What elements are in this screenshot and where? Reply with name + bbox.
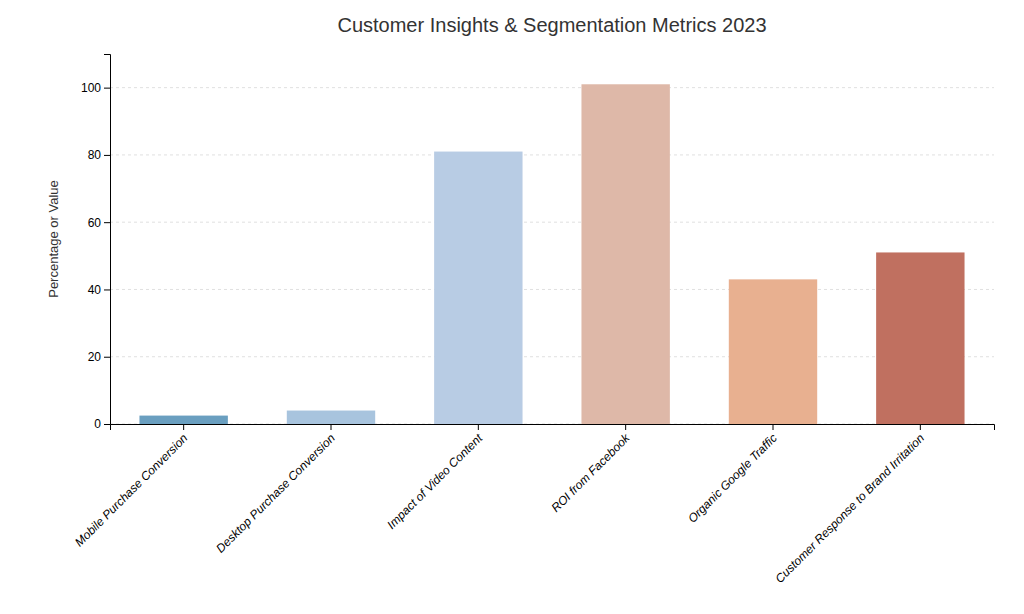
x-tick-label: Organic Google Traffic [685, 431, 780, 526]
bar [434, 152, 522, 424]
x-tick: Organic Google Traffic [685, 424, 780, 526]
bar [729, 279, 817, 424]
bar [287, 411, 375, 424]
y-tick-label: 60 [88, 216, 102, 230]
y-tick-label: 0 [94, 417, 101, 431]
grid-line [110, 222, 994, 223]
bars [139, 84, 964, 424]
x-tick: Desktop Purchase Conversion [213, 424, 338, 556]
x-tick-label: Impact of Video Content [384, 431, 485, 532]
y-tick: 20 [88, 350, 110, 364]
y-tick-label: 20 [88, 350, 102, 364]
x-tick: Customer Response to Brand Irritation [772, 424, 927, 586]
x-tick-mark [625, 424, 626, 430]
x-tick-mark [331, 424, 332, 430]
x-tick-mark [920, 424, 921, 430]
y-tick-mark [104, 222, 110, 223]
y-tick: 60 [88, 216, 110, 230]
plot: 0 20 40 60 80 100 Mobile Purchase ConversionDe… [46, 55, 995, 586]
grid [110, 88, 994, 424]
x-tick-mark [478, 424, 479, 430]
y-tick: 0 [94, 417, 110, 431]
x-tick-label: ROI from Facebook [549, 430, 634, 515]
y-tick: 100 [81, 81, 110, 95]
x-tick-label: Customer Response to Brand Irritation [772, 431, 927, 586]
y-tick-mark [104, 289, 110, 290]
y-tick-mark [104, 155, 110, 156]
x-tick: Impact of Video Content [384, 424, 485, 532]
y-tick-mark [104, 357, 110, 358]
y-axis-title: Percentage or Value [46, 180, 61, 298]
y-tick-mark [104, 88, 110, 89]
chart: 0 20 40 60 80 100 Mobile Purchase ConversionDe… [0, 0, 1024, 614]
x-tick: ROI from Facebook [549, 424, 634, 515]
x-tick-label: Mobile Purchase Conversion [72, 431, 191, 550]
grid-line [110, 356, 994, 357]
grid-line [110, 289, 994, 290]
y-axis-line [104, 55, 111, 425]
y-tick-label: 40 [88, 283, 102, 297]
y-tick: 80 [88, 148, 110, 162]
bar [876, 252, 964, 424]
x-tick-label: Desktop Purchase Conversion [213, 431, 338, 556]
y-tick-label: 100 [81, 81, 101, 95]
x-axis: Mobile Purchase ConversionDesktop Purcha… [72, 424, 994, 586]
y-tick-mark [104, 424, 110, 425]
y-axis: 0 20 40 60 80 100 [81, 55, 111, 432]
x-axis-line [111, 425, 995, 431]
bar [139, 416, 227, 424]
grid-line [110, 154, 994, 155]
y-tick: 40 [88, 283, 110, 297]
bar [581, 84, 669, 424]
x-tick-mark [773, 424, 774, 430]
y-tick-label: 80 [88, 148, 102, 162]
grid-line [110, 87, 994, 88]
x-tick: Mobile Purchase Conversion [72, 424, 191, 549]
title: Customer Insights & Segmentation Metrics… [337, 14, 766, 36]
x-tick-mark [183, 424, 184, 430]
